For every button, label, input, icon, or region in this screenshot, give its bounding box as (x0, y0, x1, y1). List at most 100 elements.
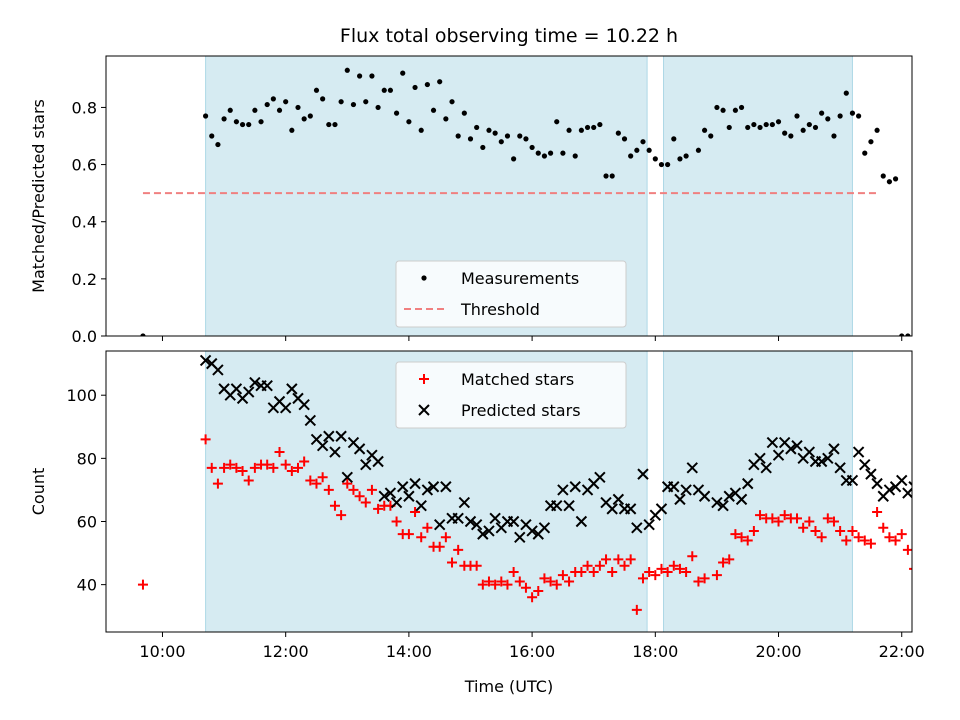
y-tick-label: 0.2 (72, 270, 97, 289)
legend-box (395, 260, 627, 328)
panel-2: 40 60 80 100 10:00 12:00 14:00 16:00 18:00 20:00 2… (29, 350, 925, 696)
data-point (751, 121, 757, 128)
data-point (822, 513, 833, 524)
data-point (905, 333, 911, 336)
data-point (674, 493, 686, 506)
data-point (631, 604, 642, 615)
data-point (461, 110, 467, 116)
data-point (335, 430, 347, 442)
legend-marker (421, 275, 427, 281)
y-tick-label: 40 (77, 576, 97, 595)
x-tick-label: 18:00 (632, 642, 678, 661)
data-point (264, 101, 270, 108)
data-point (526, 525, 538, 537)
data-point (872, 507, 883, 518)
data-point (819, 110, 825, 116)
data-point (547, 150, 554, 156)
data-point (514, 531, 526, 543)
data-point (671, 136, 677, 142)
data-point (791, 440, 803, 452)
data-point (422, 522, 433, 533)
data-point (566, 127, 572, 133)
data-point (338, 99, 344, 105)
data-point (293, 462, 304, 473)
y-axis-label: Count (29, 468, 48, 516)
data-point (736, 532, 747, 543)
data-point (348, 484, 359, 495)
data-point (418, 127, 424, 133)
data-point (221, 116, 227, 122)
data-point (350, 101, 357, 108)
data-point (458, 496, 471, 509)
data-point (200, 434, 211, 445)
x-tick-label: 16:00 (509, 642, 555, 661)
data-point (243, 475, 254, 486)
data-point (415, 500, 427, 512)
data-point (477, 579, 488, 590)
x-tick-label: 14:00 (386, 642, 432, 661)
data-point (800, 127, 806, 133)
data-point (557, 570, 568, 581)
data-point (755, 510, 766, 521)
data-point (899, 333, 905, 336)
data-point (455, 133, 461, 139)
data-point (437, 79, 443, 85)
data-point (708, 133, 714, 139)
data-point (835, 525, 846, 536)
data-point (628, 153, 634, 159)
data-point (486, 127, 492, 133)
data-point (822, 452, 834, 465)
data-point (545, 576, 556, 587)
data-point (372, 455, 384, 468)
data-point (634, 147, 640, 153)
data-point (637, 573, 648, 584)
panel-1: 0.0 0.2 0.4 0.6 0.8 Flux total observing time… (29, 25, 913, 346)
data-point (483, 525, 495, 537)
data-point (852, 446, 865, 458)
data-point (794, 113, 800, 119)
data-point (815, 455, 828, 468)
y-tick-label: 60 (77, 512, 97, 531)
data-point (341, 471, 353, 483)
data-point (880, 173, 886, 179)
data-point (859, 535, 870, 546)
data-point (730, 529, 741, 540)
data-point (834, 462, 846, 474)
x-tick-label: 10:00 (139, 642, 185, 661)
data-point (489, 512, 501, 525)
data-point (406, 119, 412, 125)
data-point (576, 567, 587, 578)
data-point (366, 484, 377, 495)
data-point (421, 484, 434, 496)
data-point (640, 139, 646, 145)
data-point (286, 383, 298, 395)
data-point (724, 554, 735, 565)
data-point (299, 456, 310, 467)
data-point (782, 130, 788, 136)
data-point (637, 468, 649, 480)
data-point (575, 515, 588, 528)
legend: Measurements Threshold (395, 260, 627, 328)
data-point (606, 503, 618, 515)
data-point (492, 130, 498, 136)
data-point (523, 136, 529, 142)
data-point (246, 121, 252, 128)
data-point (883, 484, 896, 496)
data-point (554, 119, 560, 125)
data-point (427, 481, 440, 493)
data-point (849, 110, 856, 116)
data-point (584, 124, 591, 131)
data-point (316, 440, 329, 452)
data-point (403, 529, 414, 540)
data-point (607, 567, 618, 578)
data-point (767, 513, 778, 524)
data-point (400, 70, 406, 76)
data-point (391, 516, 402, 527)
data-point (329, 446, 341, 458)
data-point (137, 579, 148, 590)
data-point (909, 567, 912, 570)
data-point (533, 585, 544, 596)
data-point (890, 535, 901, 546)
data-point (748, 525, 759, 536)
data-point (527, 592, 538, 603)
